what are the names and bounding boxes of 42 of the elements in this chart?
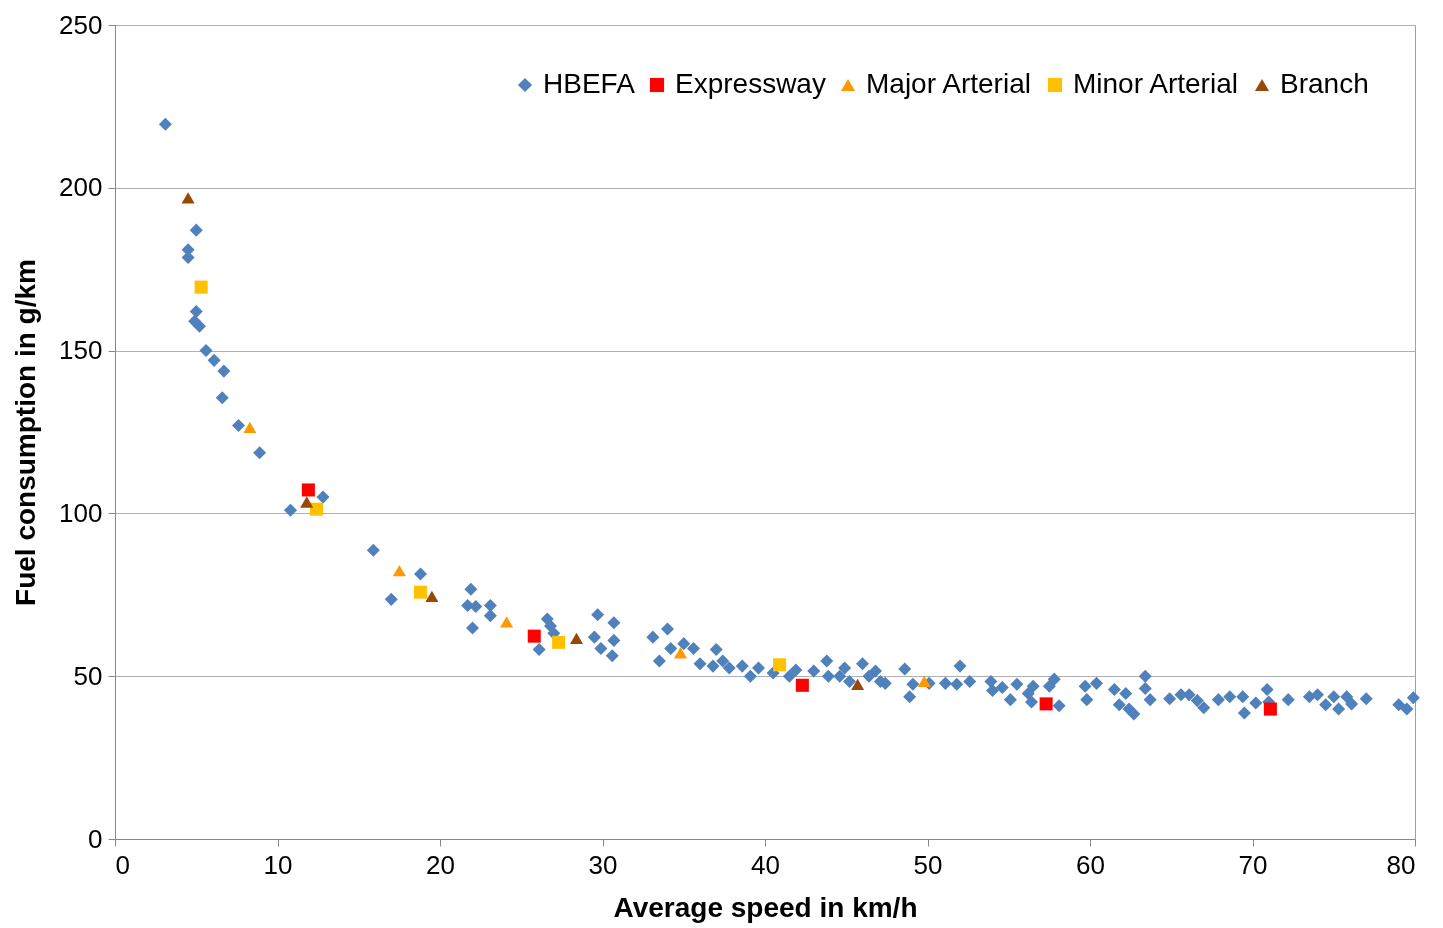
legend-label: Expressway — [675, 68, 826, 99]
y-axis-title: Fuel consumption in g/km — [10, 259, 42, 606]
y-tick-label: 150 — [59, 335, 103, 366]
point — [917, 675, 931, 688]
point — [413, 585, 428, 599]
y-tick-label: 0 — [88, 823, 103, 854]
point — [300, 496, 314, 508]
y-tick-label: 250 — [59, 9, 103, 40]
point — [1039, 697, 1053, 711]
x-axis-title: Average speed in km/h — [613, 891, 918, 923]
point — [527, 629, 541, 643]
x-tick-label: 20 — [426, 849, 455, 880]
x-tick-label: 80 — [1386, 849, 1416, 880]
legend-label: Major Arterial — [866, 68, 1031, 99]
point — [309, 502, 324, 516]
y-tick-label: 50 — [73, 660, 103, 691]
point — [673, 647, 688, 659]
x-tick-label: 40 — [751, 849, 780, 880]
point — [569, 632, 584, 645]
y-tick-label: 100 — [59, 497, 103, 528]
point — [181, 192, 195, 204]
x-tick-label: 50 — [913, 849, 943, 880]
x-tick-label: 0 — [115, 849, 130, 880]
point — [552, 635, 566, 649]
point — [425, 590, 439, 603]
point — [1263, 702, 1277, 716]
y-tick-label: 200 — [59, 172, 103, 203]
point — [194, 280, 208, 294]
x-tick-label: 60 — [1076, 849, 1105, 880]
point — [773, 658, 787, 672]
x-tick-label: 30 — [588, 849, 618, 880]
x-tick-label: 10 — [263, 849, 293, 880]
point — [392, 565, 406, 577]
legend-label: Branch — [1280, 68, 1369, 99]
point — [795, 678, 809, 692]
point — [500, 616, 514, 628]
point — [851, 678, 865, 690]
legend-label: Minor Arterial — [1073, 68, 1238, 99]
point — [243, 421, 257, 434]
point — [301, 483, 315, 497]
x-tick-label: 70 — [1238, 849, 1268, 880]
legend-label: HBEFA — [543, 68, 636, 99]
